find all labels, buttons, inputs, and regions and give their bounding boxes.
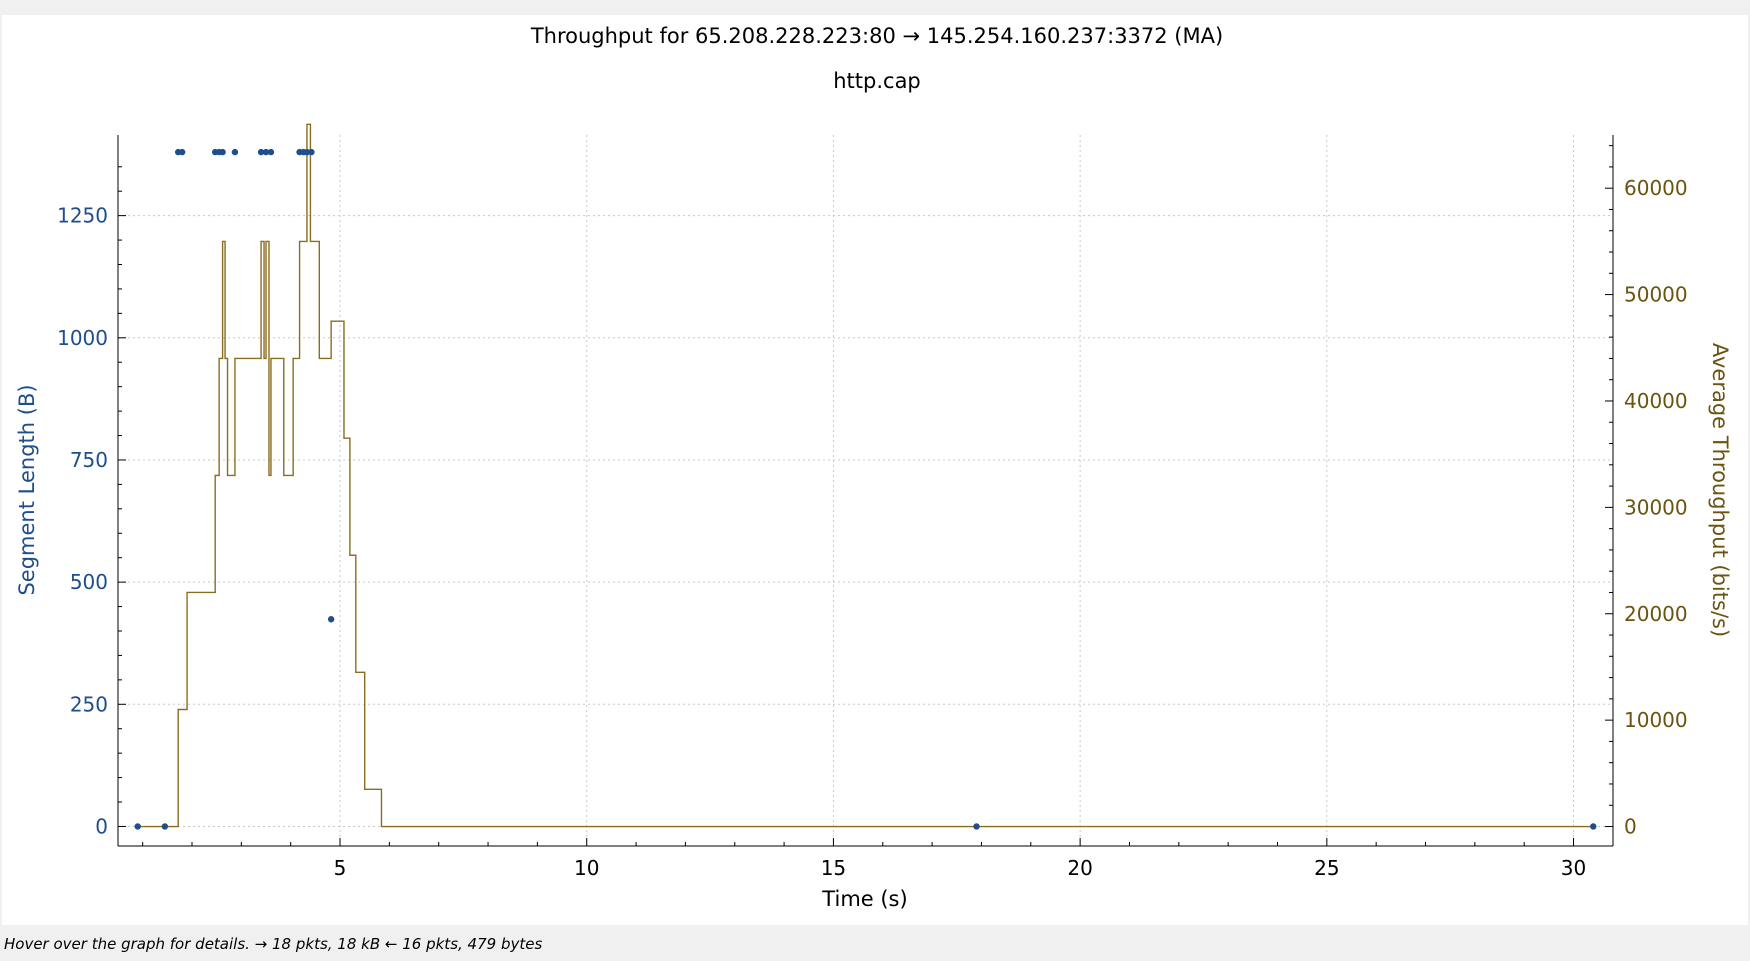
axes: 5 10 15 20 25 30 0 250 500 750 1000 1250 0 10000 20000… [57, 135, 1688, 880]
y2-tick-label: 20000 [1624, 602, 1688, 626]
x-tick-label: 5 [334, 856, 347, 880]
segment-point [179, 149, 185, 155]
segment-point [328, 616, 334, 622]
grid-lines [118, 135, 1613, 846]
x-axis-label: Time (s) [821, 887, 907, 911]
status-bar: Hover over the graph for details. → 18 p… [0, 928, 1750, 961]
y2-tick-label: 30000 [1624, 495, 1688, 519]
y2-tick-label: 60000 [1624, 176, 1688, 200]
y-tick-label: 750 [70, 448, 108, 472]
y2-tick-label: 0 [1624, 815, 1637, 839]
x-tick-label: 10 [574, 856, 599, 880]
y-tick-label: 0 [95, 814, 108, 838]
segment-point [232, 149, 238, 155]
segment-point [308, 149, 314, 155]
x-tick-label: 30 [1561, 856, 1586, 880]
x-tick-label: 15 [821, 856, 846, 880]
segment-point [268, 149, 274, 155]
throughput-step-line [138, 124, 1594, 826]
chart-title: Throughput for 65.208.228.223:80 → 145.2… [530, 24, 1223, 48]
segment-point [1590, 823, 1596, 829]
segment-point [219, 149, 225, 155]
y2-tick-label: 50000 [1624, 283, 1688, 307]
y-axis-label: Segment Length (B) [15, 384, 39, 595]
y-tick-label: 1250 [57, 204, 108, 228]
x-tick-label: 25 [1314, 856, 1339, 880]
y-tick-label: 1000 [57, 326, 108, 350]
segment-point [162, 823, 168, 829]
y2-tick-label: 10000 [1624, 708, 1688, 732]
y-tick-label: 500 [70, 570, 108, 594]
x-tick-label: 20 [1067, 856, 1092, 880]
y-tick-label: 250 [70, 692, 108, 716]
series [135, 124, 1597, 829]
y2-tick-label: 40000 [1624, 389, 1688, 413]
segment-point [135, 823, 141, 829]
segment-point [973, 823, 979, 829]
chart-subtitle: http.cap [833, 69, 921, 93]
y2-axis-label: Average Throughput (bits/s) [1708, 343, 1732, 637]
